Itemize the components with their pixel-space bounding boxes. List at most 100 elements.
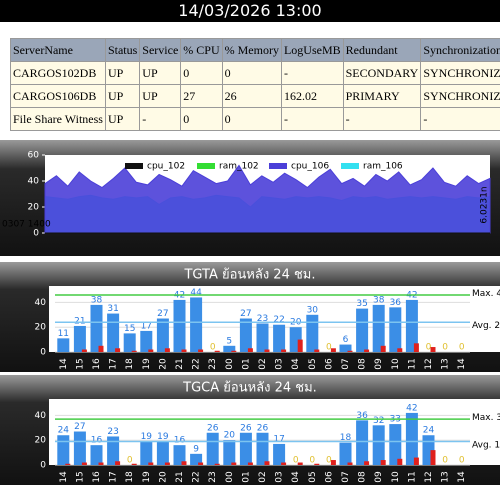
bar	[73, 431, 86, 465]
bar	[198, 462, 204, 465]
value-label: 17	[273, 434, 284, 444]
x-tick-label: 04	[291, 358, 301, 370]
value-label: 0	[459, 343, 465, 353]
avg-label: Avg. 24	[472, 321, 500, 331]
value-label: 26	[207, 423, 219, 433]
x-tick-label: 03	[275, 358, 285, 369]
cell: 27	[180, 84, 223, 108]
bar	[164, 462, 170, 465]
bar	[65, 463, 71, 465]
max-caption: Max.	[472, 413, 493, 423]
column-header: ServerName	[10, 38, 106, 62]
bar	[380, 345, 386, 352]
value-label: 24	[58, 426, 70, 436]
x-tick-label: 17	[109, 358, 119, 369]
max-value: 37	[496, 413, 500, 423]
bar	[339, 442, 352, 465]
bar	[198, 349, 204, 352]
value-label: 26	[240, 423, 252, 433]
bar	[264, 461, 270, 465]
value-label: 11	[58, 329, 69, 339]
x-tick-label: 09	[374, 471, 384, 483]
bar	[330, 348, 336, 352]
bar	[140, 441, 153, 465]
bar	[239, 318, 252, 352]
x-tick-label: 06	[324, 358, 334, 370]
x-tick-label: 22	[192, 358, 202, 369]
cell: CARGOS106DB	[10, 84, 106, 108]
cell: UP	[104, 61, 141, 85]
x-tick-label: 20	[158, 358, 168, 370]
x-tick-label: 15	[75, 471, 85, 482]
value-label: 26	[257, 423, 269, 433]
bar	[98, 345, 104, 352]
bar	[115, 348, 121, 352]
value-label: 16	[174, 436, 186, 446]
bar	[164, 348, 170, 352]
bar	[181, 461, 187, 465]
avg-label: Avg. 19	[472, 440, 500, 450]
chart-title: TGCA ย้อนหลัง 24 ชม.	[182, 381, 317, 396]
side-label: 6.0231n	[480, 186, 490, 223]
legend-label: cpu_106	[291, 162, 329, 172]
bar	[214, 350, 220, 352]
legend-label: cpu_102	[147, 162, 185, 172]
x-tick-label: 13	[441, 471, 451, 482]
value-label: 17	[141, 321, 152, 331]
cell: File Share Witness	[10, 107, 106, 131]
legend-label: ram_102	[219, 162, 259, 172]
x-tick-label: 13	[441, 358, 451, 369]
cell: 26	[221, 84, 282, 108]
max-value: 46	[496, 288, 500, 298]
x-tick-label: 12	[424, 358, 434, 369]
column-header: Service	[139, 38, 182, 62]
x-tick-label: 10	[391, 358, 401, 370]
value-label: 31	[107, 304, 118, 314]
chart-title: TGTA ย้อนหลัง 24 ชม.	[183, 268, 315, 283]
value-label: 0	[309, 456, 315, 466]
column-header: LogUseMB	[280, 38, 344, 62]
bar	[206, 432, 219, 465]
value-label: 23	[257, 314, 268, 324]
cell: -	[280, 107, 344, 131]
value-label: 24	[423, 426, 435, 436]
bar	[347, 462, 353, 465]
bar	[247, 348, 253, 352]
x-tick-label: 17	[109, 471, 119, 482]
x-tick-label: 00	[225, 471, 235, 483]
cell: SYNCHRONIZED	[420, 84, 500, 108]
value-label: 0	[426, 343, 432, 353]
bar	[273, 324, 286, 352]
bar	[81, 462, 87, 465]
series-area	[44, 164, 491, 234]
value-label: 0	[442, 343, 448, 353]
x-tick-label: 14	[59, 471, 69, 483]
bar	[131, 463, 137, 465]
x-tick-label: 19	[142, 358, 152, 370]
x-tick-label: 20	[158, 471, 168, 483]
value-label: 0	[459, 456, 465, 466]
x-tick-label: 03	[275, 471, 285, 482]
legend-label: ram_106	[363, 162, 403, 172]
bar	[347, 350, 353, 352]
bar	[173, 299, 186, 352]
bar	[107, 313, 120, 352]
bar	[339, 344, 352, 352]
y-tick-label: 20	[28, 203, 40, 213]
bar	[389, 424, 402, 465]
header-row: ServerName Status Service% CPU% Memory LogU…	[10, 38, 500, 62]
cell: SYNCHRONIZED	[420, 61, 500, 85]
value-label: 20	[224, 431, 236, 441]
value-label: 0	[326, 343, 332, 353]
bar	[405, 412, 418, 465]
x-tick-label: 23	[208, 358, 218, 369]
start-label: 0307 1400	[2, 220, 51, 230]
bar	[231, 462, 237, 465]
legend-swatch	[341, 163, 359, 169]
bar	[364, 461, 370, 465]
cell: CARGOS102DB	[10, 61, 106, 85]
value-label: 38	[373, 295, 385, 305]
legend-swatch	[269, 163, 287, 169]
cell: -	[139, 107, 182, 131]
